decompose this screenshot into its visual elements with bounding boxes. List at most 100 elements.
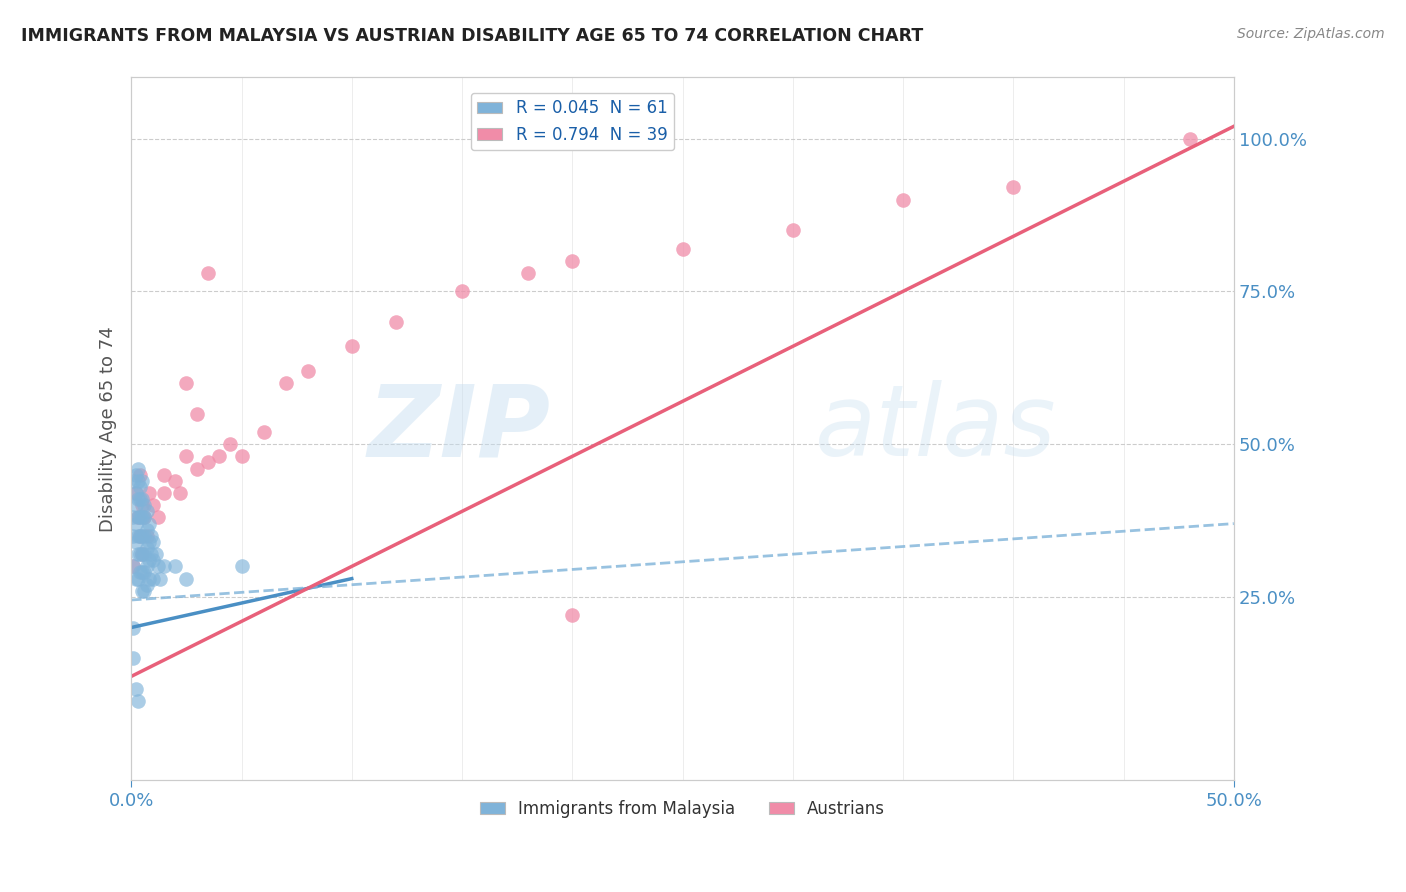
Point bbox=[142, 572, 165, 586]
Point bbox=[135, 541, 157, 555]
Point bbox=[127, 510, 149, 524]
Point bbox=[131, 547, 153, 561]
Point bbox=[176, 572, 198, 586]
Point bbox=[197, 455, 219, 469]
Point bbox=[517, 266, 540, 280]
Point bbox=[127, 510, 149, 524]
Point bbox=[124, 681, 146, 696]
Point bbox=[127, 694, 149, 708]
Point bbox=[134, 498, 156, 512]
Y-axis label: Disability Age 65 to 74: Disability Age 65 to 74 bbox=[100, 326, 117, 532]
Point bbox=[134, 529, 156, 543]
Point bbox=[149, 572, 172, 586]
Point bbox=[176, 450, 198, 464]
Point bbox=[142, 498, 165, 512]
Point bbox=[122, 474, 145, 488]
Point bbox=[340, 339, 363, 353]
Point bbox=[135, 504, 157, 518]
Point bbox=[129, 510, 152, 524]
Point bbox=[131, 583, 153, 598]
Point bbox=[138, 553, 160, 567]
Point bbox=[153, 467, 176, 482]
Point bbox=[231, 450, 253, 464]
Point bbox=[122, 620, 145, 634]
Point bbox=[127, 529, 149, 543]
Point bbox=[153, 486, 176, 500]
Point bbox=[138, 572, 160, 586]
Point bbox=[451, 285, 474, 299]
Point bbox=[671, 242, 693, 256]
Point bbox=[131, 498, 153, 512]
Text: Source: ZipAtlas.com: Source: ZipAtlas.com bbox=[1237, 27, 1385, 41]
Point bbox=[122, 510, 145, 524]
Point bbox=[129, 467, 152, 482]
Point bbox=[129, 566, 152, 580]
Point bbox=[138, 535, 160, 549]
Point bbox=[135, 523, 157, 537]
Point bbox=[122, 651, 145, 665]
Point bbox=[146, 510, 169, 524]
Point bbox=[139, 529, 162, 543]
Point bbox=[561, 608, 583, 623]
Point bbox=[124, 572, 146, 586]
Point bbox=[134, 583, 156, 598]
Point bbox=[252, 425, 274, 439]
Point bbox=[131, 474, 153, 488]
Point bbox=[561, 253, 583, 268]
Point bbox=[131, 566, 153, 580]
Point bbox=[135, 578, 157, 592]
Legend: Immigrants from Malaysia, Austrians: Immigrants from Malaysia, Austrians bbox=[474, 793, 891, 825]
Point bbox=[134, 566, 156, 580]
Point bbox=[122, 529, 145, 543]
Point bbox=[197, 266, 219, 280]
Point bbox=[131, 492, 153, 507]
Point bbox=[127, 492, 149, 507]
Point bbox=[129, 529, 152, 543]
Point bbox=[129, 529, 152, 543]
Point bbox=[176, 376, 198, 390]
Point bbox=[186, 407, 208, 421]
Point bbox=[127, 474, 149, 488]
Point bbox=[208, 450, 231, 464]
Point bbox=[134, 547, 156, 561]
Point bbox=[131, 547, 153, 561]
Point bbox=[122, 559, 145, 574]
Point bbox=[124, 486, 146, 500]
Point bbox=[891, 193, 914, 207]
Point bbox=[231, 559, 253, 574]
Text: ZIP: ZIP bbox=[367, 380, 550, 477]
Point bbox=[274, 376, 297, 390]
Point bbox=[124, 516, 146, 531]
Point bbox=[142, 553, 165, 567]
Point bbox=[142, 535, 165, 549]
Text: IMMIGRANTS FROM MALAYSIA VS AUSTRIAN DISABILITY AGE 65 TO 74 CORRELATION CHART: IMMIGRANTS FROM MALAYSIA VS AUSTRIAN DIS… bbox=[21, 27, 924, 45]
Point bbox=[122, 559, 145, 574]
Point bbox=[129, 480, 152, 494]
Point bbox=[127, 572, 149, 586]
Text: atlas: atlas bbox=[815, 380, 1056, 477]
Point bbox=[1002, 180, 1025, 194]
Point bbox=[186, 461, 208, 475]
Point bbox=[124, 467, 146, 482]
Point bbox=[138, 486, 160, 500]
Point bbox=[782, 223, 804, 237]
Point bbox=[135, 559, 157, 574]
Point bbox=[385, 315, 408, 329]
Point bbox=[165, 559, 187, 574]
Point bbox=[1178, 131, 1201, 145]
Point bbox=[165, 474, 187, 488]
Point bbox=[129, 492, 152, 507]
Point bbox=[153, 559, 176, 574]
Point bbox=[169, 486, 191, 500]
Point bbox=[135, 529, 157, 543]
Point bbox=[127, 547, 149, 561]
Point bbox=[124, 535, 146, 549]
Point bbox=[138, 516, 160, 531]
Point bbox=[297, 364, 319, 378]
Point bbox=[127, 461, 149, 475]
Point bbox=[146, 559, 169, 574]
Point bbox=[219, 437, 242, 451]
Point bbox=[134, 510, 156, 524]
Point bbox=[139, 547, 162, 561]
Point bbox=[124, 498, 146, 512]
